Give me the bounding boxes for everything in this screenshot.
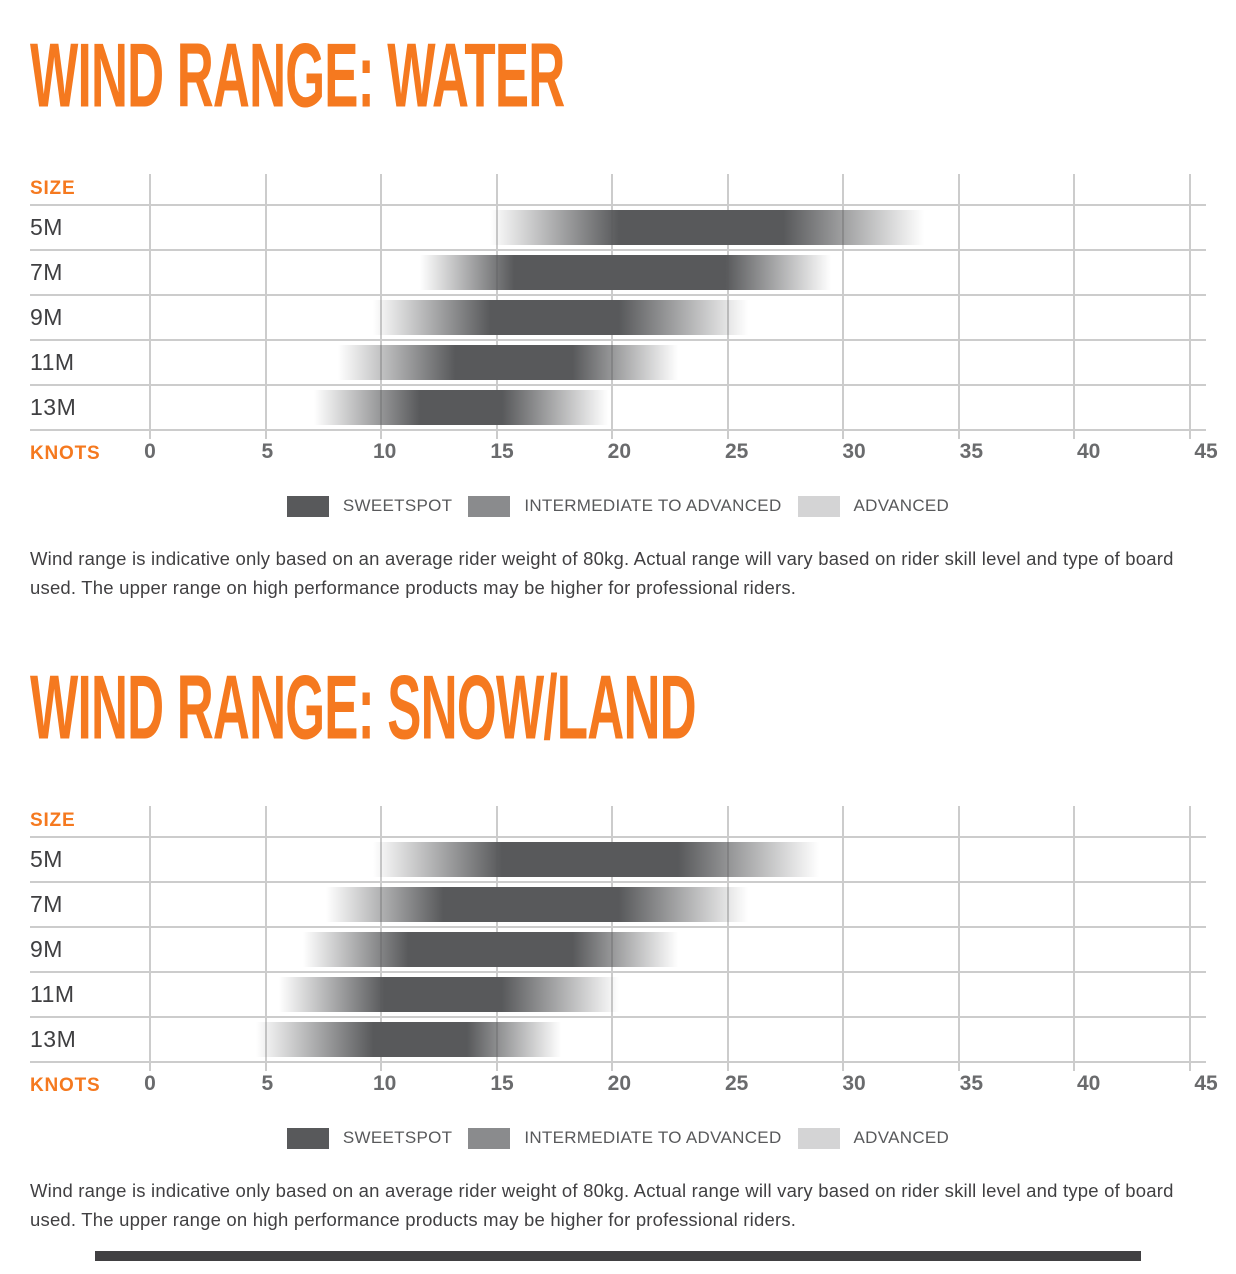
wind-range-snow-land-section: WIND RANGE: SNOW/LAND SIZE 5M 7M 9M 11M 13M … <box>30 654 1218 1234</box>
legend-label: SWEETSPOT <box>342 1128 453 1148</box>
row-label: 5M <box>30 846 63 873</box>
x-axis: KNOTS 0 5 10 15 20 25 30 35 40 45 <box>30 1063 1218 1109</box>
legend-item: INTERMEDIATE TO ADVANCED <box>468 1127 782 1149</box>
legend-item: INTERMEDIATE TO ADVANCED <box>468 495 782 517</box>
legend-swatch <box>797 1127 840 1149</box>
knots-axis-label: KNOTS <box>30 443 101 464</box>
chart-row: 9M <box>30 296 1206 341</box>
chart-row: 9M <box>30 928 1206 974</box>
wind-range-water-section: WIND RANGE: WATER SIZE 5M 7M 9M 11M 13M KNOT… <box>30 22 1218 602</box>
x-tick-label: 0 <box>144 1072 156 1096</box>
legend-swatch <box>468 1127 511 1149</box>
x-tick-label: 30 <box>842 1072 866 1096</box>
chart-row: 7M <box>30 883 1206 929</box>
row-label: 11M <box>30 349 75 375</box>
x-tick-label: 45 <box>1194 1072 1218 1096</box>
legend-swatch <box>286 1127 329 1149</box>
x-axis: KNOTS 0 5 10 15 20 25 30 35 40 45 <box>30 431 1218 477</box>
legend-swatch <box>286 495 329 517</box>
legend-label: ADVANCED <box>853 496 950 515</box>
row-label: 13M <box>30 1026 77 1053</box>
chart-row: 7M <box>30 251 1206 296</box>
wind-range-bar <box>337 345 678 380</box>
wind-range-bar <box>490 210 925 245</box>
section-title-water: WIND RANGE: WATER <box>30 22 1206 127</box>
row-label: 13M <box>30 394 77 420</box>
x-tick-label: 5 <box>261 1072 274 1096</box>
chart-rows: 5M 7M 9M 11M 13M <box>30 206 1206 431</box>
knots-axis-label: KNOTS <box>30 1075 101 1097</box>
chart-row: 13M <box>30 386 1206 431</box>
row-label: 5M <box>30 214 63 240</box>
x-tick-label: 45 <box>1194 440 1218 463</box>
wind-range-bar <box>314 390 608 425</box>
x-tick-label: 10 <box>372 440 397 463</box>
legend-item: SWEETSPOT <box>286 495 453 517</box>
chart-rows: 5M 7M 9M 11M 13M <box>30 838 1206 1064</box>
legend-swatch <box>797 495 840 517</box>
x-tick-label: 35 <box>959 1072 984 1096</box>
chart-row: 5M <box>30 838 1206 884</box>
legend: SWEETSPOT INTERMEDIATE TO ADVANCED ADVANCE… <box>30 1125 1206 1151</box>
x-tick-label: 5 <box>261 440 274 463</box>
row-label: 7M <box>30 891 63 918</box>
wind-range-bar <box>326 887 749 923</box>
x-axis-ticks: 0 5 10 15 20 25 30 35 40 45 <box>144 431 1218 477</box>
chart-row: 5M <box>30 206 1206 251</box>
x-tick-label: 25 <box>724 1072 749 1096</box>
legend-label: ADVANCED <box>853 1128 950 1148</box>
wind-range-bar <box>372 300 749 335</box>
x-tick-label: 40 <box>1076 1072 1101 1096</box>
chart-row: 11M <box>30 341 1206 386</box>
wind-range-bar <box>419 255 831 290</box>
chart-row: 13M <box>30 1018 1206 1064</box>
x-tick-label: 25 <box>724 440 749 463</box>
row-label: 9M <box>30 936 63 963</box>
wind-range-bar <box>279 977 620 1013</box>
wind-range-bar <box>302 932 678 968</box>
page-title: WIND RANGE: WATER <box>30 24 565 127</box>
x-tick-label: 30 <box>842 440 866 463</box>
row-label: 9M <box>30 304 63 330</box>
legend-item: ADVANCED <box>797 1127 950 1149</box>
x-tick-label: 35 <box>959 440 984 463</box>
disclaimer-text: Wind range is indicative only based on a… <box>30 1180 1174 1231</box>
chart-row: 11M <box>30 973 1206 1019</box>
disclaimer-text: Wind range is indicative only based on a… <box>30 548 1174 598</box>
x-tick-label: 40 <box>1076 440 1101 463</box>
size-axis-label: SIZE <box>30 810 76 832</box>
wind-range-snow-land-chart: SIZE 5M 7M 9M 11M 13M KNOTS 0 5 10 15 20 25 30 35 40… <box>30 806 1218 1109</box>
wind-range-bar <box>255 1022 561 1058</box>
chart-header-row: SIZE <box>30 174 1206 206</box>
x-tick-label: 15 <box>490 1072 514 1096</box>
row-label: 11M <box>30 981 75 1008</box>
wind-range-water-chart: SIZE 5M 7M 9M 11M 13M KNOTS 0 5 10 15 20 25 30 35 40… <box>30 174 1218 477</box>
x-tick-label: 15 <box>490 440 514 463</box>
legend-label: SWEETSPOT <box>342 496 453 515</box>
row-label: 7M <box>30 259 63 285</box>
wind-range-bar <box>372 842 819 878</box>
legend-item: SWEETSPOT <box>286 1127 453 1149</box>
legend: SWEETSPOT INTERMEDIATE TO ADVANCED ADVANCE… <box>30 493 1206 519</box>
legend-label: INTERMEDIATE TO ADVANCED <box>524 1128 782 1148</box>
chart-header-row: SIZE <box>30 806 1206 839</box>
x-tick-label: 20 <box>607 1072 632 1096</box>
section-title-snow-land: WIND RANGE: SNOW/LAND <box>30 654 1206 759</box>
legend-item: ADVANCED <box>797 495 950 517</box>
legend-swatch <box>468 495 511 517</box>
x-tick-label: 20 <box>607 440 632 463</box>
x-tick-label: 0 <box>144 440 156 463</box>
next-section-partial-bar <box>95 1250 1141 1261</box>
x-axis-ticks: 0 5 10 15 20 25 30 35 40 45 <box>144 1063 1218 1109</box>
size-axis-label: SIZE <box>30 178 76 199</box>
legend-label: INTERMEDIATE TO ADVANCED <box>524 496 782 515</box>
x-tick-label: 10 <box>372 1072 397 1096</box>
page-title-2: WIND RANGE: SNOW/LAND <box>30 656 697 759</box>
